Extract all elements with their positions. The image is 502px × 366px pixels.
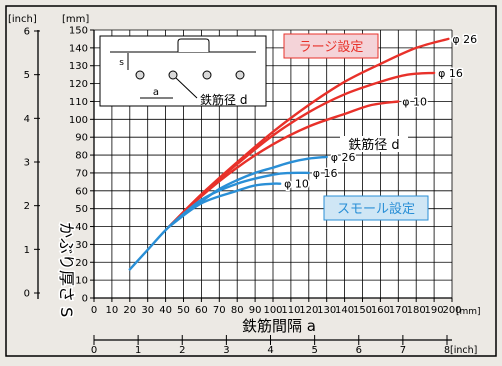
- y-tick-label-inch: 1: [24, 245, 30, 256]
- rebar-inset-diagram: s a 鉄筋径 d: [99, 35, 267, 107]
- series-layer: [128, 37, 450, 271]
- y-tick-label-mm: 0: [82, 294, 88, 305]
- x-tick-label-mm: 60: [195, 305, 208, 316]
- x-tick-label-inch: 4: [267, 345, 273, 356]
- x-tick-label-mm: 190: [425, 305, 444, 316]
- y-tick-label-mm: 130: [69, 61, 88, 72]
- y-tick-label-mm: 140: [69, 43, 88, 54]
- inset-diameter-label: 鉄筋径 d: [200, 92, 247, 107]
- series-line-large-2: [167, 100, 400, 228]
- x-tick-label-mm: 50: [177, 305, 190, 316]
- inset-cover-label: s: [119, 58, 124, 68]
- series-line-large-1: [167, 71, 436, 228]
- series-label: φ 16: [438, 67, 463, 80]
- x-tick-label-mm: 20: [123, 305, 136, 316]
- y-tick-label-mm: 20: [75, 258, 88, 269]
- series-labels: φ 26 φ 16 φ 10 φ 26 φ 16 φ 10: [283, 31, 479, 192]
- x-tick-label-mm: 160: [371, 305, 390, 316]
- y-ticks-inch: 0 1 2 3 4 5 6: [24, 27, 40, 300]
- x-tick-label-mm: 170: [389, 305, 408, 316]
- x-unit-inch: 8[inch]: [444, 345, 477, 356]
- rebar-diameter-label: 鉄筋径 d: [348, 137, 399, 153]
- y-unit-inch: [inch]: [8, 14, 37, 25]
- x-tick-label-mm: 30: [141, 305, 154, 316]
- y-tick-label-inch: 5: [24, 70, 30, 81]
- x-tick-label-mm: 130: [317, 305, 336, 316]
- small-setting-box: [323, 195, 429, 221]
- x-tick-label-mm: 200: [442, 305, 461, 316]
- y-tick-label-inch: 4: [24, 114, 30, 125]
- x-unit-mm: [mm]: [456, 307, 481, 317]
- x-tick-label-mm: 80: [231, 305, 244, 316]
- x-tick-label-inch: 3: [223, 345, 229, 356]
- x-tick-label-mm: 70: [213, 305, 226, 316]
- rebar-diameter-label-bg: [340, 136, 408, 152]
- inset-rebar-3: [202, 70, 212, 80]
- x-tick-label-mm: 100: [263, 305, 282, 316]
- inset-spacing-label: a: [153, 87, 159, 98]
- y-axis-title: かぶり厚さ S: [57, 222, 76, 317]
- inset-rebar-4: [235, 70, 245, 80]
- series-line-small-3: [128, 155, 328, 271]
- inset-sensor-shape: [177, 38, 210, 52]
- x-tick-label-mm: 150: [353, 305, 372, 316]
- y-tick-label-mm: 90: [75, 133, 88, 144]
- series-label: φ 10: [284, 178, 309, 191]
- series-label: φ 10: [402, 95, 427, 108]
- x-tick-label-mm: 140: [335, 305, 354, 316]
- x-tick-label-mm: 120: [299, 305, 318, 316]
- x-tick-label-inch: 7: [400, 345, 406, 356]
- x-tick-label-inch: 0: [91, 345, 97, 356]
- x-tick-label-inch: 2: [179, 345, 185, 356]
- inset-rebar-2: [168, 70, 178, 80]
- series-line-small-5: [167, 182, 282, 228]
- inset-rebar-1: [135, 70, 145, 80]
- small-setting-label: スモール設定: [337, 201, 415, 217]
- y-tick-label-mm: 70: [75, 168, 88, 179]
- x-tick-label-inch: 6: [356, 345, 362, 356]
- y-tick-label-mm: 110: [69, 97, 88, 108]
- y-tick-label-mm: 150: [69, 26, 88, 37]
- series-label: φ 16: [313, 167, 338, 180]
- inset-diameter-leader: [175, 77, 198, 99]
- x-tick-label-inch: 1: [135, 345, 141, 356]
- y-tick-label-mm: 30: [75, 240, 88, 251]
- y-tick-label-mm: 10: [75, 276, 88, 287]
- y-unit-mm: [mm]: [62, 14, 89, 25]
- x-ticks-inch: 0 1 2 3 4 5 6 7: [91, 335, 448, 356]
- series-line-small-4: [167, 171, 310, 228]
- large-setting-box: [283, 33, 379, 59]
- x-tick-label-inch: 5: [311, 345, 317, 356]
- y-tick-label-inch: 3: [24, 158, 30, 169]
- series-label: φ 26: [331, 151, 356, 164]
- y-tick-label-mm: 40: [75, 222, 88, 233]
- y-tick-label-mm: 60: [75, 186, 88, 197]
- y-tick-label-mm: 50: [75, 204, 88, 215]
- y-ticks-mm: 0 10 20 30 40 50 60 70 80 90 100 110 120 130 140 150: [69, 26, 94, 305]
- chart-border: [5, 5, 497, 357]
- x-tick-label-mm: 90: [249, 305, 262, 316]
- x-tick-label-mm: 0: [91, 305, 97, 316]
- y-tick-label-inch: 2: [24, 201, 30, 212]
- y-tick-label-inch: 6: [24, 27, 30, 38]
- x-tick-label-mm: 10: [106, 305, 119, 316]
- x-tick-label-mm: 110: [281, 305, 300, 316]
- series-label: φ 26: [452, 33, 477, 46]
- x-tick-label-mm: 180: [407, 305, 426, 316]
- x-axis-title: 鉄筋間隔 a: [242, 317, 316, 335]
- x-tick-label-mm: 40: [159, 305, 172, 316]
- y-tick-label-mm: 120: [69, 79, 88, 90]
- large-setting-label: ラージ設定: [299, 39, 364, 55]
- x-ticks-mm: 0 10 20 30 40 50 60 70 80 90 100110120130140150160…: [91, 298, 462, 316]
- y-tick-label-mm: 80: [75, 151, 88, 162]
- y-tick-label-inch: 0: [24, 289, 30, 300]
- y-tick-label-mm: 100: [69, 115, 88, 126]
